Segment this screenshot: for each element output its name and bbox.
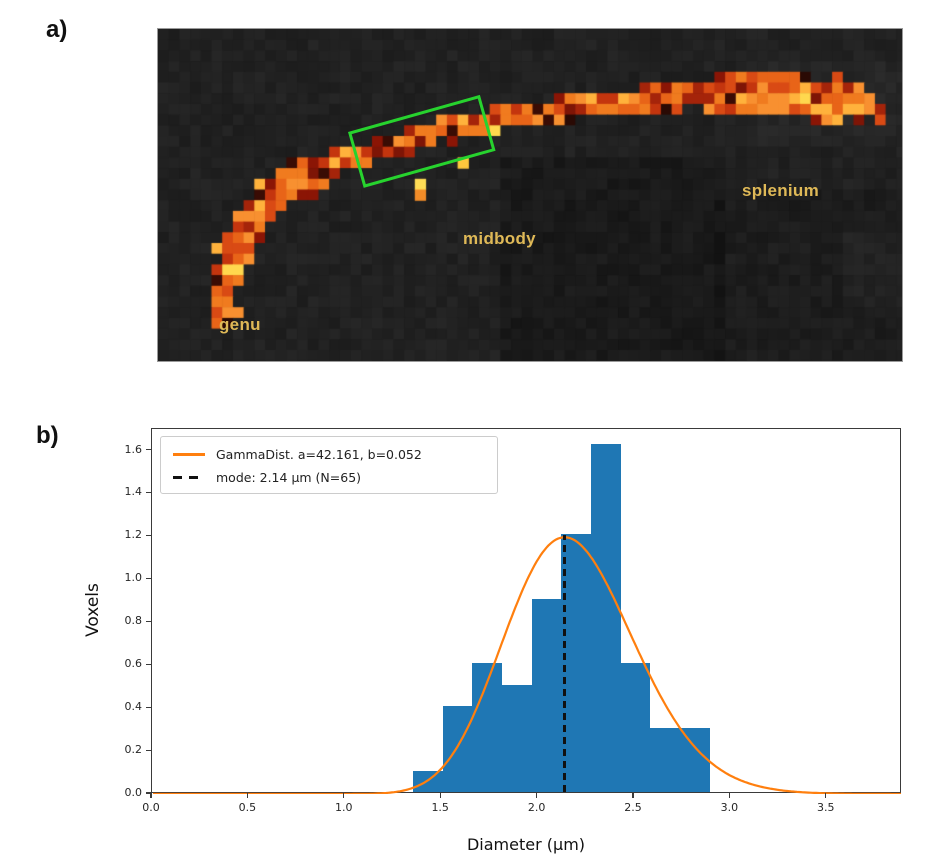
region-label-midbody: midbody xyxy=(463,229,536,248)
histogram-chart: Diameter (μm) Voxels GammaDist. a=42.161… xyxy=(0,410,946,868)
axis-tick xyxy=(825,793,827,798)
x-tick-label: 0.5 xyxy=(238,801,257,814)
histogram-bar xyxy=(650,727,681,792)
region-label-splenium: splenium xyxy=(742,181,820,200)
histogram-bar xyxy=(679,727,710,792)
axis-tick xyxy=(150,793,152,798)
histogram-bar xyxy=(502,684,533,792)
x-tick-label: 2.0 xyxy=(527,801,546,814)
panel-a-image: genu midbody splenium xyxy=(157,28,903,362)
x-axis-label: Diameter (μm) xyxy=(466,835,586,854)
histogram-bar xyxy=(620,663,651,792)
axis-tick xyxy=(146,620,151,622)
y-tick-label: 0.2 xyxy=(124,743,143,757)
x-tick-label: 1.5 xyxy=(431,801,449,814)
axis-tick xyxy=(246,793,248,798)
histogram-bar xyxy=(413,770,444,792)
y-tick-label: 1.0 xyxy=(124,571,143,585)
y-tick-label: 1.4 xyxy=(124,485,143,499)
x-tick-label: 3.5 xyxy=(817,801,835,814)
histogram-bar xyxy=(472,663,503,792)
axis-tick xyxy=(146,448,151,451)
y-axis-label: Voxels xyxy=(83,583,103,637)
legend-gamma-label: GammaDist. a=42.161, b=0.052 xyxy=(216,446,422,462)
axis-tick xyxy=(146,577,151,579)
axis-tick xyxy=(439,793,441,798)
y-tick-label: 1.2 xyxy=(124,528,143,542)
axis-tick xyxy=(146,491,151,493)
histogram-bar xyxy=(442,706,473,792)
x-tick-label: 2.5 xyxy=(624,801,642,814)
y-tick-label: 0.4 xyxy=(124,700,143,714)
y-tick-label: 0.6 xyxy=(124,657,143,671)
axis-tick xyxy=(146,534,151,536)
mode-dashed-line xyxy=(563,535,566,792)
axis-tick xyxy=(146,749,151,751)
legend-mode-label: mode: 2.14 μm (N=65) xyxy=(216,469,362,485)
corpus-callosum-heatmap xyxy=(158,29,902,361)
axis-tick xyxy=(632,793,634,798)
y-tick-label: 0.8 xyxy=(124,614,143,628)
legend-row-gamma: GammaDist. a=42.161, b=0.052 xyxy=(173,444,487,464)
x-tick-label: 1.0 xyxy=(335,801,353,814)
axis-tick xyxy=(146,663,151,665)
axis-tick xyxy=(146,792,151,794)
axis-tick xyxy=(146,706,151,708)
x-tick-label: 3.0 xyxy=(720,801,739,814)
axis-tick xyxy=(728,793,730,798)
y-tick-label: 1.6 xyxy=(124,442,143,456)
axis-tick xyxy=(536,793,538,798)
legend: GammaDist. a=42.161, b=0.052 mode: 2.14 … xyxy=(160,436,498,494)
histogram-bar xyxy=(590,444,621,792)
panel-a-tag: a) xyxy=(46,16,68,43)
histogram-bar xyxy=(531,598,562,792)
axis-tick xyxy=(343,793,345,798)
mode-line-sample xyxy=(173,475,205,479)
y-tick-label: 0.0 xyxy=(124,786,143,799)
legend-row-mode: mode: 2.14 μm (N=65) xyxy=(173,467,487,487)
gamma-curve-sample xyxy=(173,452,205,456)
x-tick-label: 0.0 xyxy=(142,801,160,814)
panel-b-tag: b) xyxy=(36,422,59,449)
region-label-genu: genu xyxy=(219,315,261,334)
